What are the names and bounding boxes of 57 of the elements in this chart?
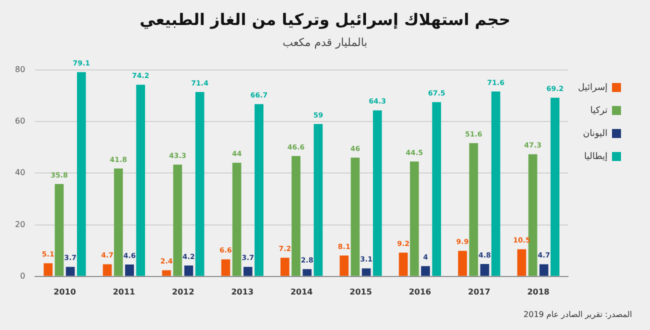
bar [314, 124, 323, 276]
bar [114, 168, 123, 276]
bar [102, 264, 112, 276]
bar [76, 72, 86, 276]
bar [136, 84, 146, 276]
bar [480, 264, 490, 276]
bar [292, 156, 300, 276]
x-tick-label: 2010 [54, 287, 76, 296]
bar [491, 91, 500, 276]
bar [398, 252, 408, 276]
legend-label: اليونان [583, 128, 608, 139]
y-tick-label: 40 [14, 168, 26, 178]
y-tick-label: 80 [14, 64, 26, 74]
bar [458, 250, 467, 276]
bar [432, 102, 442, 276]
x-tick-label: 2012 [172, 287, 194, 296]
bar [66, 266, 75, 276]
text: المصدر: تقرير الصادر عام 2019 [524, 310, 632, 319]
chart-title: حجم استهلاك إسرائيل وتركيا من الغاز الطبيعي [138, 10, 512, 29]
bar [362, 268, 371, 276]
x-tick-label: 2011 [112, 287, 136, 296]
y-tick-label: 0 [20, 271, 26, 280]
bar [221, 259, 230, 276]
bar [350, 158, 360, 276]
bar [232, 162, 242, 276]
y-tick-label: 20 [14, 220, 26, 229]
bar [184, 266, 194, 276]
bar [550, 98, 560, 276]
bar [410, 161, 419, 276]
bar [243, 266, 252, 276]
x-tick-label: 2014 [290, 287, 314, 296]
legend-label: تركيا [590, 106, 608, 116]
legend-label: إيطاليا [584, 152, 608, 162]
bar [302, 269, 312, 276]
bar [469, 143, 478, 276]
bar [44, 263, 53, 276]
bar [517, 249, 526, 276]
bar [340, 255, 349, 276]
x-tick-label: 2013 [231, 287, 254, 296]
legend-label: إسرائيل [578, 82, 608, 93]
bar [539, 264, 548, 276]
x-tick-label: 2015 [350, 287, 372, 296]
bar [528, 154, 538, 276]
chart-subtitle: بالمليار قدم مكعب [282, 36, 368, 49]
bar [173, 164, 182, 276]
bar [54, 184, 64, 276]
x-tick-label: 2017 [468, 287, 490, 296]
bar [421, 266, 430, 276]
bar [372, 110, 382, 276]
bar [195, 92, 204, 276]
x-tick-label: 2018 [527, 287, 550, 296]
x-tick-label: 2016 [408, 287, 432, 296]
bar [254, 104, 264, 276]
bar [125, 264, 134, 276]
bar [280, 258, 290, 276]
y-tick-label: 60 [14, 116, 26, 126]
bar [162, 270, 171, 276]
